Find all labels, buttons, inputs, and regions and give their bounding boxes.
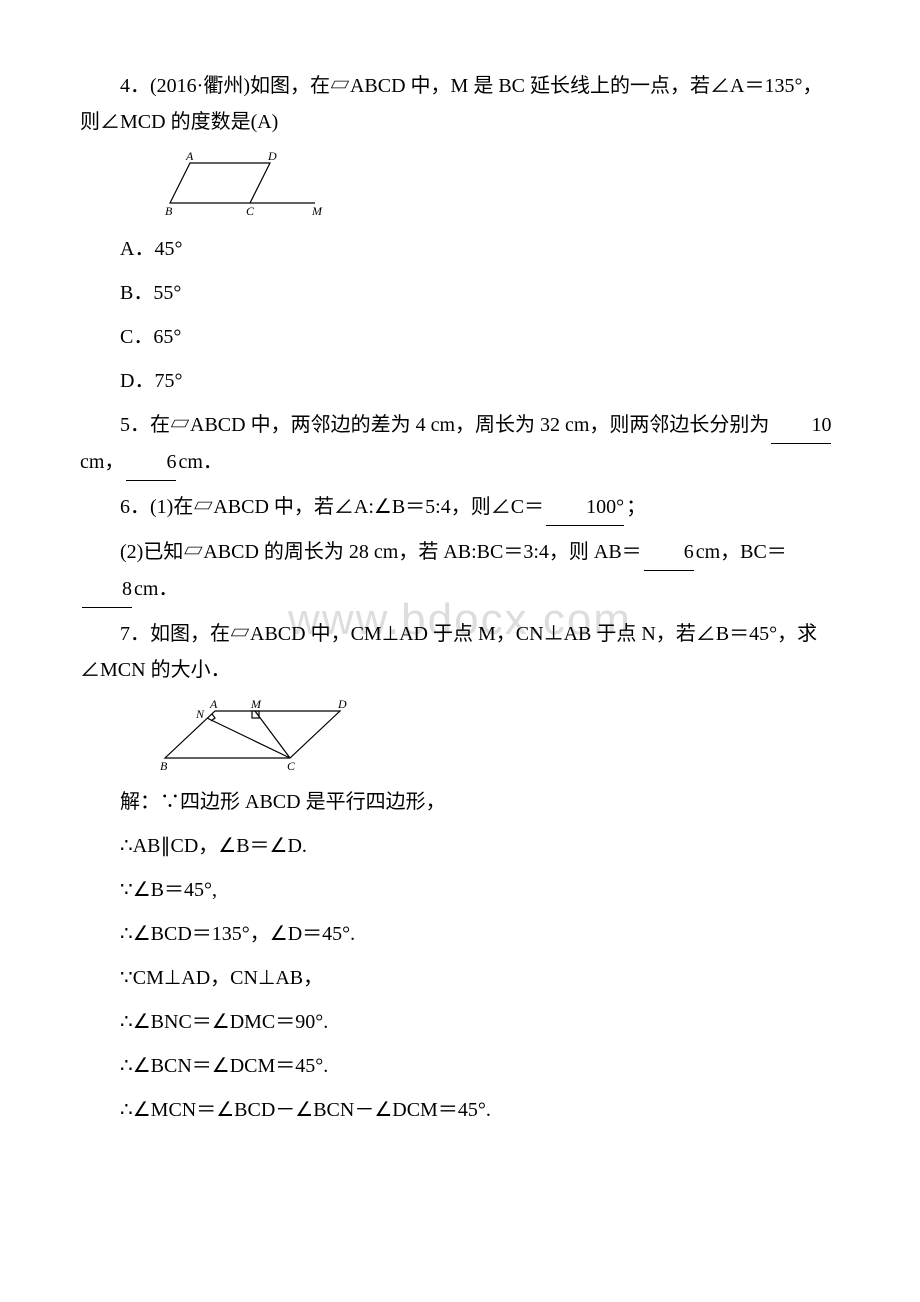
q4-text: 4．(2016·衢州)如图，在▱ABCD 中，M 是 BC 延长线上的一点，若∠… — [80, 68, 840, 140]
q5-mid: cm， — [80, 451, 124, 473]
q5-prefix: 5．在▱ABCD 中，两邻边的差为 4 cm，周长为 32 cm，则两邻边长分别… — [120, 414, 769, 436]
q6-line2-suffix: cm． — [134, 578, 178, 600]
q7-label-N: N — [195, 707, 205, 721]
q6-line1-prefix: 6．(1)在▱ABCD 中，若∠A:∠B＝5:4，则∠C＝ — [120, 496, 544, 518]
q5-suffix: cm． — [178, 451, 222, 473]
q6-line1-suffix: ； — [626, 496, 646, 518]
q7-figure: A M D N B C — [160, 696, 840, 776]
q7-s7: ∴∠BCN＝∠DCM＝45°. — [80, 1048, 840, 1084]
q7-label-D: D — [337, 697, 347, 711]
q4-opt-a: A．45° — [80, 231, 840, 267]
q4-label-D: D — [267, 149, 277, 163]
q4-label-M: M — [311, 204, 323, 218]
q7-label-B: B — [160, 759, 168, 773]
q6-blank3: 8 — [82, 571, 132, 608]
q6-line2-mid: cm，BC＝ — [696, 541, 787, 563]
q4-figure: A D B C M — [160, 148, 840, 223]
q7-label-C: C — [287, 759, 296, 773]
q5-blank2: 6 — [126, 444, 176, 481]
q7-s6: ∴∠BNC＝∠DMC＝90°. — [80, 1004, 840, 1040]
q4-label-A: A — [185, 149, 194, 163]
q4-opt-c: C．65° — [80, 319, 840, 355]
q4-label-C: C — [246, 204, 255, 218]
q7-s4: ∴∠BCD＝135°，∠D＝45°. — [80, 916, 840, 952]
q6-line2-prefix: (2)已知▱ABCD 的周长为 28 cm，若 AB:BC＝3:4，则 AB＝ — [120, 541, 642, 563]
q7-s3: ∵∠B＝45°, — [80, 872, 840, 908]
q7-s5: ∵CM⊥AD，CN⊥AB， — [80, 960, 840, 996]
q4-opt-d: D．75° — [80, 363, 840, 399]
q4-opt-b: B．55° — [80, 275, 840, 311]
q7-s8: ∴∠MCN＝∠BCD－∠BCN－∠DCM＝45°. — [80, 1092, 840, 1128]
q4-label-B: B — [165, 204, 173, 218]
q5-text: 5．在▱ABCD 中，两邻边的差为 4 cm，周长为 32 cm，则两邻边长分别… — [80, 407, 840, 481]
q6-blank1: 100° — [546, 489, 624, 526]
q7-text: 7．如图，在▱ABCD 中，CM⊥AD 于点 M，CN⊥AB 于点 N，若∠B＝… — [80, 616, 840, 688]
q7-label-M: M — [250, 697, 262, 711]
q7-s2: ∴AB∥CD，∠B＝∠D. — [80, 828, 840, 864]
q7-label-A: A — [209, 697, 218, 711]
q6-line2: (2)已知▱ABCD 的周长为 28 cm，若 AB:BC＝3:4，则 AB＝6… — [80, 534, 840, 608]
q5-blank1: 10 — [771, 407, 831, 444]
q6-blank2: 6 — [644, 534, 694, 571]
q7-s1: 解：∵四边形 ABCD 是平行四边形， — [80, 784, 840, 820]
q6-line1: 6．(1)在▱ABCD 中，若∠A:∠B＝5:4，则∠C＝100°； — [80, 489, 840, 526]
